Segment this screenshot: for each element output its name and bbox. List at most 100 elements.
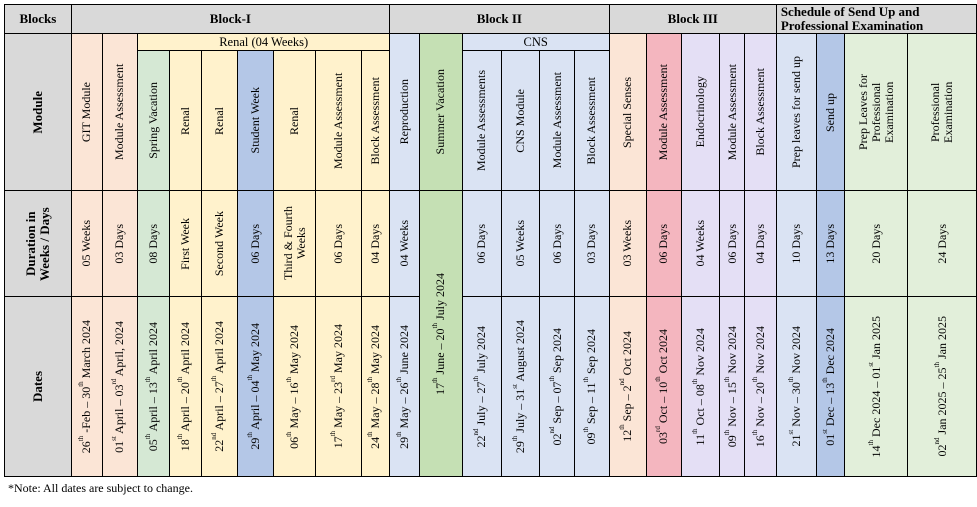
- module-send-up: Send up: [815, 33, 846, 191]
- date-text: 16th Nov – 20th Nov 2024: [750, 325, 767, 448]
- duration-cell: 04 Days: [743, 190, 777, 297]
- module-block1-assessment: Block Assessment: [361, 50, 391, 191]
- duration-cell: 04 Days: [361, 190, 391, 297]
- date-cell: 29th April – 04th May 2024: [236, 296, 274, 477]
- dates-row-label: Dates: [4, 296, 72, 477]
- date-cell: 01st Dec – 13th Dec 2024: [815, 296, 846, 477]
- date-cell: 05th April – 13th April 2024: [137, 296, 171, 477]
- date-cell: 14th Dec 2024 – 01st Jan 2025: [844, 296, 909, 477]
- date-text: 03rd Oct – 10th Oct 2024: [654, 329, 671, 444]
- date-cell: 01st April – 03rd April, 2024: [101, 296, 139, 477]
- date-text: 01st April – 03rd April, 2024: [110, 320, 127, 453]
- duration-cell: 13 Days: [815, 190, 846, 297]
- block-1-header: Block-I: [70, 4, 391, 34]
- summer-vacation-dates: 17th June – 20th July 2024: [418, 190, 463, 477]
- schedule-header: Schedule of Send Up and Professional Exa…: [775, 4, 977, 34]
- module-professional-exam: Professional Examination: [907, 33, 977, 191]
- block-3-header: Block III: [608, 4, 777, 34]
- date-cell: 11th Oct – 08th Nov 2024: [681, 296, 721, 477]
- date-cell: 22nd July – 27th July 2024: [461, 296, 503, 477]
- date-text: 22nd April – 27th April 2024: [209, 321, 226, 452]
- date-text: 01st Dec – 13th Dec 2024: [820, 327, 837, 446]
- module-summer-vacation: Summer Vacation: [418, 33, 463, 191]
- duration-cell: 08 Days: [137, 190, 171, 297]
- module-endo-assessment: Module Assessment: [719, 33, 745, 191]
- module-cns-assessments: Module Assessments: [461, 50, 503, 191]
- duration-cell: 05 Weeks: [501, 190, 541, 297]
- duration-cell: Second Week: [201, 190, 238, 297]
- duration-cell: 06 Days: [645, 190, 683, 297]
- module-student-week: Student Week: [236, 50, 274, 191]
- duration-cell: 06 Days: [236, 190, 274, 297]
- blocks-header: Blocks: [4, 4, 72, 34]
- duration-cell: 06 Days: [461, 190, 503, 297]
- module-block3-assessment: Block Assessment: [743, 33, 777, 191]
- date-cell: 24th May – 28th May 2024: [361, 296, 391, 477]
- date-text: 14th Dec 2024 – 01st Jan 2025: [866, 315, 883, 458]
- duration-row-label: Duration in Weeks / Days: [4, 190, 72, 297]
- date-cell: 18th April – 20th April 2024: [169, 296, 203, 477]
- duration-cell: 04 Weeks: [389, 190, 420, 297]
- module-special-senses: Special Senses: [608, 33, 647, 191]
- date-text: 11th Oct – 08th Nov 2024: [691, 327, 708, 446]
- module-endocrinology: Endocrinology: [681, 33, 721, 191]
- academic-calendar-table: Blocks Block-I Block II Block III Schedu…: [4, 4, 977, 477]
- duration-cell: 06 Days: [719, 190, 745, 297]
- module-block2-assessment: Block Assessment: [573, 50, 610, 191]
- date-cell: 09th Nov – 15th Nov 2024: [719, 296, 745, 477]
- date-text: 29th May – 26th June 2024: [394, 324, 411, 449]
- date-cell: 16th Nov – 20th Nov 2024: [743, 296, 777, 477]
- duration-cell: Third & Fourth Weeks: [272, 190, 317, 297]
- date-cell: 06th May – 16th May 2024: [272, 296, 317, 477]
- duration-cell: First Week: [169, 190, 203, 297]
- duration-cell: 06 Days: [539, 190, 575, 297]
- module-prep-send-up: Prep leaves for send up: [775, 33, 817, 191]
- module-git: GIT Module: [70, 33, 103, 191]
- duration-cell: 03 Days: [573, 190, 610, 297]
- duration-cell: 10 Days: [775, 190, 817, 297]
- date-text: 24th May – 28th May 2024: [366, 324, 383, 449]
- date-cell: 22nd April – 27th April 2024: [201, 296, 238, 477]
- date-text: 22nd July – 27th July 2024: [472, 325, 489, 448]
- date-cell: 21st Nov – 30th Nov 2024: [775, 296, 817, 477]
- date-cell: 29th May – 26th June 2024: [389, 296, 420, 477]
- duration-cell: 24 Days: [907, 190, 977, 297]
- date-text: 09th Nov – 15th Nov 2024: [722, 325, 739, 448]
- duration-cell: 06 Days: [315, 190, 363, 297]
- renal-group-header: Renal (04 Weeks): [137, 33, 391, 51]
- footnote: *Note: All dates are subject to change.: [8, 481, 193, 495]
- duration-cell: 04 Weeks: [681, 190, 721, 297]
- module-cns-assessment: Module Assessment: [539, 50, 575, 191]
- date-cell: 09th Sep – 11th Sep 2024: [573, 296, 610, 477]
- module-reproduction: Reproduction: [389, 33, 420, 191]
- module-renal-2: Renal: [201, 50, 238, 191]
- module-special-senses-assessment: Module Assessment: [645, 33, 683, 191]
- module-renal-3: Renal: [272, 50, 317, 191]
- date-cell: 29th July – 31st August 2024: [501, 296, 541, 477]
- date-text: 05th April – 13th April 2024: [144, 321, 161, 452]
- duration-cell: 20 Days: [844, 190, 909, 297]
- date-text: 06th May – 16th May 2024: [285, 324, 302, 449]
- date-text: 09th Sep – 11th Sep 2024: [582, 328, 599, 445]
- date-cell: 17th May – 23rd May 2024: [315, 296, 363, 477]
- date-text: 02nd Sep – 07th Sep 2024: [547, 327, 564, 446]
- date-cell: 03rd Oct – 10th Oct 2024: [645, 296, 683, 477]
- cns-group-header: CNS: [461, 33, 610, 51]
- date-cell: 02nd Jan 2025 – 25th Jan 2025: [907, 296, 977, 477]
- module-renal-assessment: Module Assessment: [315, 50, 363, 191]
- date-cell: 02nd Sep – 07th Sep 2024: [539, 296, 575, 477]
- duration-cell: 03 Days: [101, 190, 139, 297]
- date-text: 29th April – 04th May 2024: [245, 323, 262, 450]
- date-text: 17th May – 23rd May 2024: [329, 324, 346, 449]
- duration-cell: 03 Weeks: [608, 190, 647, 297]
- module-git-assessment: Module Assessment: [101, 33, 139, 191]
- module-spring-vacation: Spring Vacation: [137, 50, 171, 191]
- date-text: 12th Sep – 2nd Oct 2024: [618, 331, 635, 442]
- module-renal-1: Renal: [169, 50, 203, 191]
- date-text: 26th -Feb – 30th March 2024: [77, 319, 94, 454]
- date-text: 18th April – 20th April 2024: [176, 321, 193, 452]
- date-text: 29th July – 31st August 2024: [511, 319, 528, 454]
- module-row-label: Module: [4, 33, 72, 191]
- date-text: 21st Nov – 30th Nov 2024: [786, 326, 803, 447]
- block-2-header: Block II: [389, 4, 610, 34]
